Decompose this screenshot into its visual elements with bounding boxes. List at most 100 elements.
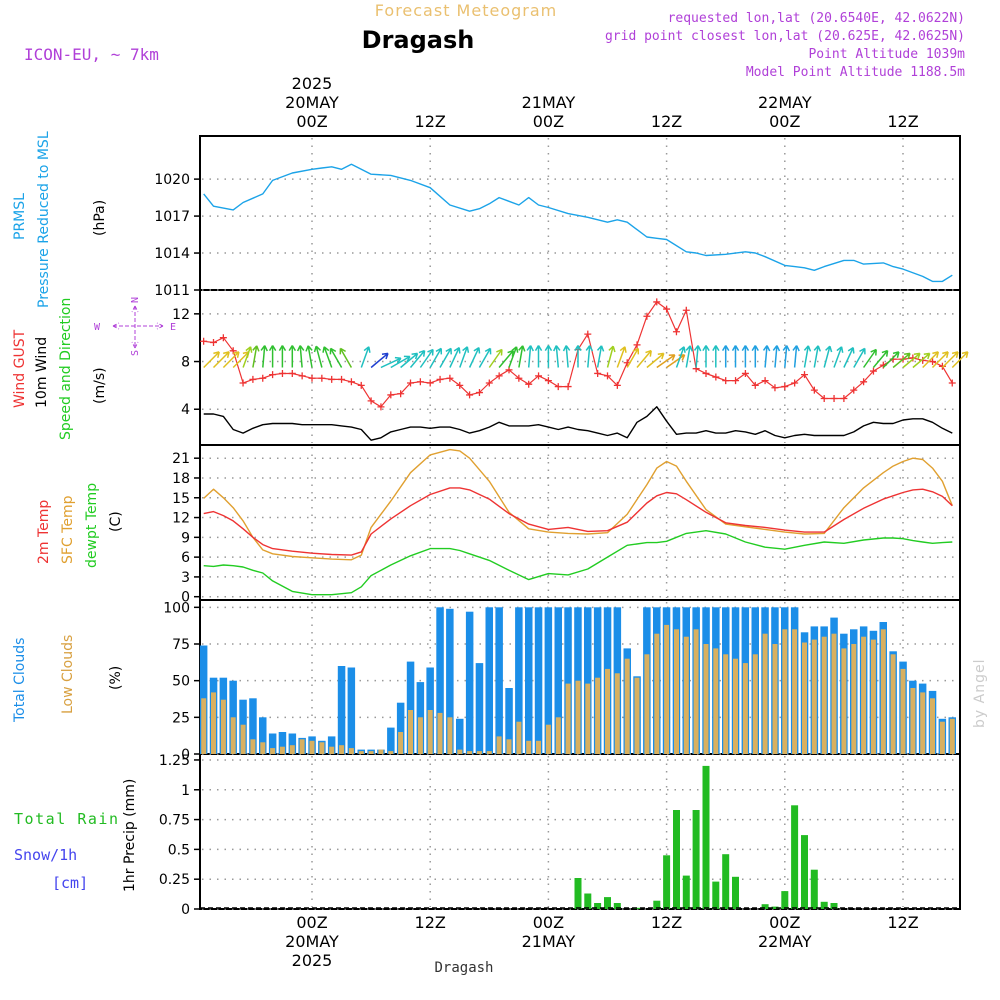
low-clouds-bar xyxy=(654,633,660,754)
low-clouds-bar xyxy=(211,692,216,754)
wind-gust-marker xyxy=(357,381,365,389)
wind-direction-arrow xyxy=(459,346,470,368)
wind-gust-marker xyxy=(456,381,464,389)
total-clouds-bar xyxy=(446,608,454,754)
low-clouds-bar xyxy=(536,740,541,754)
pressure-panel-frame xyxy=(199,135,961,291)
wind-direction-arrow xyxy=(912,352,931,369)
info-requested-lonlat: requested lon,lat (20.6540E, 42.0622N) xyxy=(668,11,965,26)
compass-rose: N S W E xyxy=(94,297,176,356)
wind-direction-arrow xyxy=(574,345,582,368)
low-clouds-bar xyxy=(949,718,955,754)
info-grid-lonlat: grid point closest lon,lat (20.625E, 42.… xyxy=(605,29,965,44)
low-clouds-bar xyxy=(723,654,729,754)
precip-bar xyxy=(594,903,602,909)
wind-gust-marker xyxy=(347,378,355,386)
wind-direction-arrow xyxy=(313,345,323,368)
wind-gust-marker xyxy=(328,375,336,383)
wind-gust-marker xyxy=(249,375,257,383)
sfc-temp-line xyxy=(203,448,953,561)
wind-gust-marker xyxy=(298,372,306,380)
clouds-label-low: Low Clouds xyxy=(60,635,76,714)
y-tick-label: 100 xyxy=(163,600,190,616)
low-clouds-bar xyxy=(447,717,453,754)
precip-labels: Total Rain Snow/1h [cm] 1hr Precip (mm) xyxy=(14,779,138,892)
precip-bar xyxy=(613,903,621,909)
low-clouds-bar xyxy=(664,624,670,754)
low-clouds-bar xyxy=(880,629,886,754)
precip-bar xyxy=(781,891,789,909)
data-series xyxy=(199,163,969,909)
y-tick-label: 4 xyxy=(181,402,190,418)
wind-direction-arrow xyxy=(370,352,389,369)
bottom-time-label: 00Z xyxy=(296,913,327,932)
precip-bar xyxy=(820,901,828,909)
wind-direction-arrow xyxy=(400,352,419,369)
precip-bar xyxy=(692,810,700,909)
pressure-labels: PRMSL Pressure Reduced to MSL (hPa) xyxy=(12,131,108,308)
low-clouds-bar xyxy=(220,699,226,754)
wind-direction-arrow xyxy=(553,345,561,368)
temp-2m-line xyxy=(203,487,953,556)
wind-gust-marker xyxy=(416,378,424,386)
low-clouds-bar xyxy=(270,748,276,754)
wind-gust-marker xyxy=(633,341,641,349)
wind-direction-arrow xyxy=(296,345,305,368)
wind-gust-marker xyxy=(938,362,946,370)
wind-gust-marker xyxy=(200,337,208,345)
wind-gust-marker xyxy=(584,330,592,338)
wind-gust-marker xyxy=(407,379,414,387)
wind-direction-arrow xyxy=(429,347,443,368)
total-clouds-bar xyxy=(337,666,346,754)
wind-direction-arrow xyxy=(721,345,730,368)
low-clouds-bar xyxy=(358,751,364,754)
low-clouds-bar xyxy=(614,673,620,754)
wind-gust-marker xyxy=(653,298,661,306)
clouds-labels: Total Clouds Low Clouds (%) xyxy=(12,635,124,723)
total-clouds-bar xyxy=(544,607,553,754)
wind-direction-arrow xyxy=(762,345,771,368)
wind-direction-arrow xyxy=(803,345,812,368)
low-clouds-bar xyxy=(870,639,876,754)
total-clouds-bar xyxy=(387,727,395,754)
wind-gust-marker xyxy=(840,395,848,402)
wind-direction-arrow xyxy=(941,351,959,369)
wind-gust-marker xyxy=(554,383,562,391)
wind-direction-arrow xyxy=(833,346,844,368)
wind-gust-marker xyxy=(535,372,543,380)
total-clouds-bar xyxy=(278,732,287,754)
pressure-label-desc: Pressure Reduced to MSL xyxy=(36,131,52,308)
wind-direction-arrow xyxy=(518,345,526,368)
y-tick-label: 0 xyxy=(181,590,190,606)
wind-gust-marker xyxy=(288,369,296,377)
wind-direction-arrow xyxy=(616,346,627,368)
low-clouds-bar xyxy=(467,751,473,754)
top-time-label: 00Z xyxy=(769,112,800,131)
wind-gust-marker xyxy=(869,367,877,375)
wind-direction-arrow xyxy=(534,345,543,368)
y-tick-label: 1 xyxy=(181,783,190,799)
low-clouds-bar xyxy=(821,636,827,754)
precip-unit: 1hr Precip (mm) xyxy=(122,779,138,892)
low-clouds-bar xyxy=(585,683,591,754)
wind-gust-marker xyxy=(604,372,611,380)
wind-gust-marker xyxy=(544,377,552,385)
total-clouds-bar xyxy=(554,607,562,754)
wind-direction-arrow xyxy=(813,345,822,368)
top-time-label: 12Z xyxy=(651,112,682,131)
top-time-label: 12Z xyxy=(415,112,446,131)
low-clouds-bar xyxy=(516,721,522,754)
low-clouds-bar xyxy=(457,749,463,754)
wind-direction-arrow xyxy=(782,345,791,368)
y-tick-label: 15 xyxy=(172,491,190,507)
bottom-time-label: 12Z xyxy=(651,913,682,932)
info-model-altitude: Model Point Altitude 1188.5m xyxy=(746,65,965,80)
wind-gust-marker xyxy=(860,378,868,386)
y-tick-label: 8 xyxy=(181,355,190,371)
wind-direction-arrow xyxy=(585,345,594,368)
total-clouds-bar xyxy=(534,607,543,754)
low-clouds-bar xyxy=(329,746,335,754)
wind-direction-arrow xyxy=(606,345,616,368)
wind-label-speed-dir: Speed and Direction xyxy=(58,298,74,440)
y-tick-label: 1.25 xyxy=(159,753,190,769)
